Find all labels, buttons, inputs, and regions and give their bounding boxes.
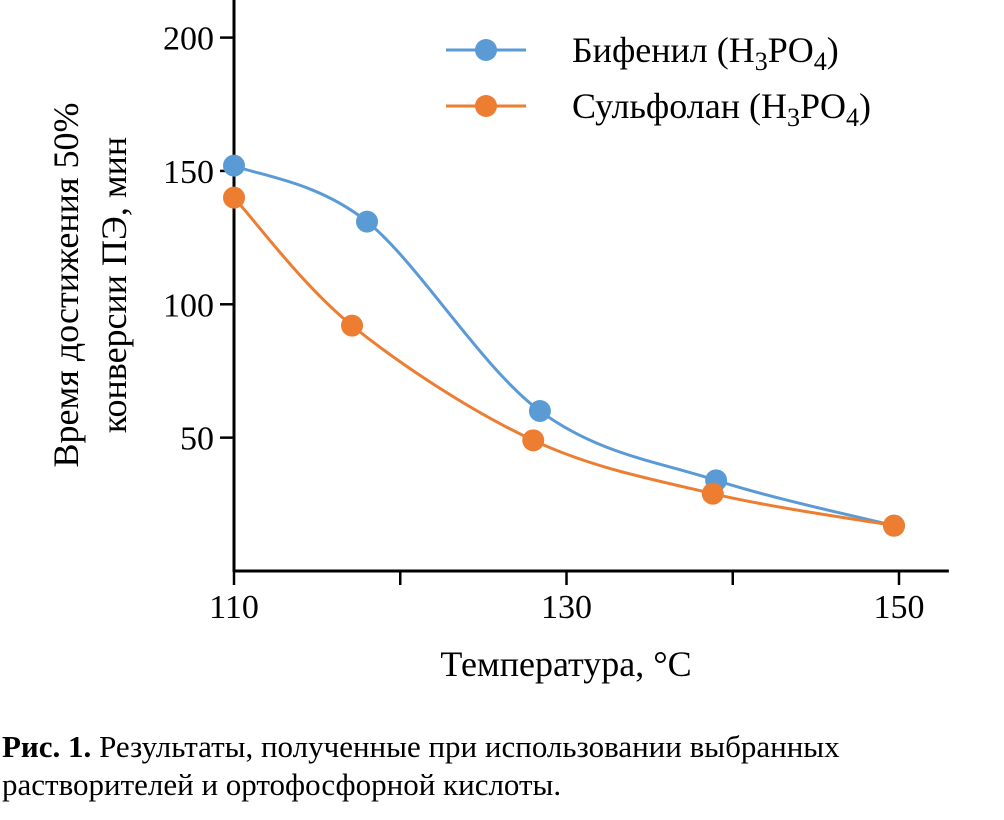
x-tick-label: 150 bbox=[874, 589, 925, 626]
x-tick-label: 130 bbox=[541, 589, 592, 626]
figure-caption: Рис. 1. Результаты, полученные при испол… bbox=[2, 728, 1002, 804]
legend-text: Бифенил (H bbox=[572, 30, 755, 70]
legend-marker bbox=[475, 95, 497, 117]
legend-text: Сульфолан (H bbox=[572, 86, 787, 126]
data-point bbox=[522, 429, 545, 452]
legend-text: ) bbox=[827, 30, 839, 70]
data-point bbox=[223, 154, 245, 177]
data-point bbox=[356, 210, 378, 233]
data-point bbox=[528, 399, 551, 422]
legend-subscript: 4 bbox=[814, 47, 827, 76]
chart: 110 130 150 50 100 150 200 Температура, °C Время… bbox=[46, 0, 949, 684]
legend-marker bbox=[475, 39, 497, 61]
x-tick-label: 110 bbox=[209, 589, 259, 626]
y-tick-label: 50 bbox=[180, 421, 214, 458]
legend-label: Сульфолан (H3PO4) bbox=[572, 86, 871, 132]
legend-subscript: 3 bbox=[755, 47, 768, 76]
y-tick-label: 100 bbox=[163, 287, 214, 324]
y-axis-label: Время достижения 50% bbox=[46, 103, 86, 468]
data-point bbox=[341, 314, 364, 337]
y-tick-label: 200 bbox=[163, 21, 214, 58]
legend-label: Бифенил (H3PO4) bbox=[572, 30, 839, 76]
data-point bbox=[883, 514, 906, 537]
legend-text: PO bbox=[768, 30, 814, 70]
legend-text: PO bbox=[800, 86, 846, 126]
y-tick-label: 150 bbox=[163, 154, 214, 191]
caption-label: Рис. 1. bbox=[2, 729, 92, 764]
data-point bbox=[701, 482, 724, 505]
x-axis-label: Температура, °C bbox=[440, 644, 691, 684]
caption-text: Результаты, полученные при использовании… bbox=[2, 729, 840, 802]
series-line-0 bbox=[233, 164, 895, 528]
legend-subscript: 3 bbox=[787, 103, 800, 132]
legend-subscript: 4 bbox=[846, 103, 859, 132]
data-point bbox=[223, 186, 245, 209]
y-axis-label: конверсии ПЭ, мин bbox=[94, 137, 134, 433]
legend-text: ) bbox=[859, 86, 871, 126]
series-line-1 bbox=[232, 196, 895, 528]
